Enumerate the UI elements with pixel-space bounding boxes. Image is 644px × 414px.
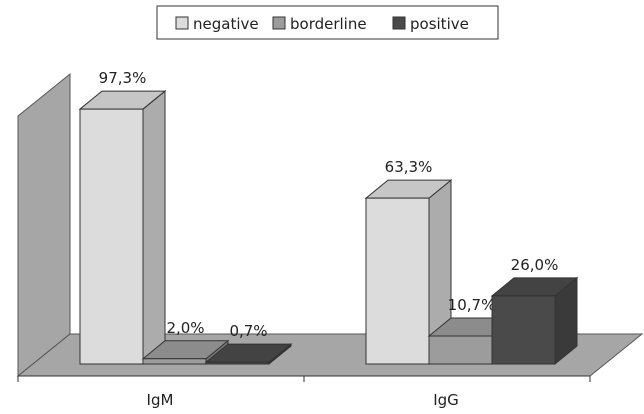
legend-label-positive: positive — [410, 15, 469, 33]
data-label-igm-negative: 97,3% — [99, 69, 147, 87]
legend-label-borderline: borderline — [290, 15, 367, 33]
x-tick-label-igg: IgG — [433, 391, 459, 409]
legend-label-negative: negative — [193, 15, 259, 33]
data-label-igm-positive: 0,7% — [229, 322, 267, 340]
bar-igg-negative — [365, 197, 430, 365]
legend-swatch-negative — [175, 16, 189, 30]
bars-group: 97,3% 2,0% 0,7% 63,3% 10,7% 26,0% — [78, 69, 579, 366]
legend-swatch-positive — [392, 16, 406, 30]
data-label-igm-borderline: 2,0% — [166, 319, 204, 337]
side-wall — [17, 72, 71, 378]
legend-swatch-borderline — [272, 16, 286, 30]
data-label-igg-positive: 26,0% — [511, 256, 559, 274]
bar-igg-borderline — [428, 335, 493, 365]
legend: negative borderline positive — [156, 5, 499, 40]
legend-box — [156, 5, 499, 40]
bar-igm-positive — [205, 361, 270, 365]
bar-igm-borderline — [142, 358, 207, 365]
bar-side-igm-negative — [142, 90, 166, 366]
x-tick-label-igm: IgM — [147, 391, 174, 409]
bar-igm-negative — [79, 108, 144, 365]
data-label-igg-borderline: 10,7% — [448, 296, 496, 314]
bar-igg-positive — [491, 295, 556, 365]
data-label-igg-negative: 63,3% — [385, 158, 433, 176]
